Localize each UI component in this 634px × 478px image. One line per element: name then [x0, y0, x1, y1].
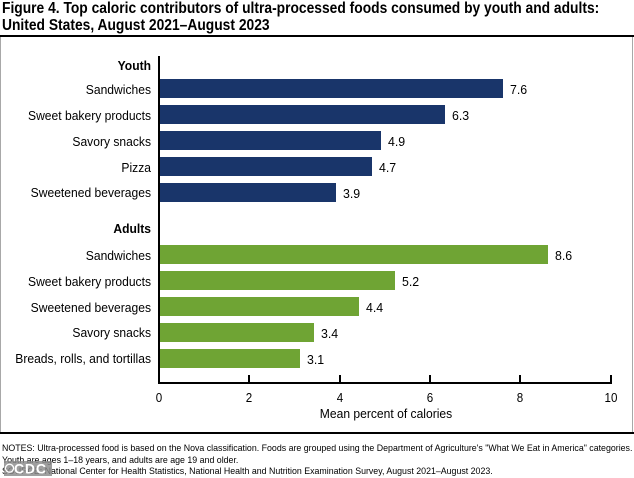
svg-text:CDC: CDC [14, 461, 47, 476]
